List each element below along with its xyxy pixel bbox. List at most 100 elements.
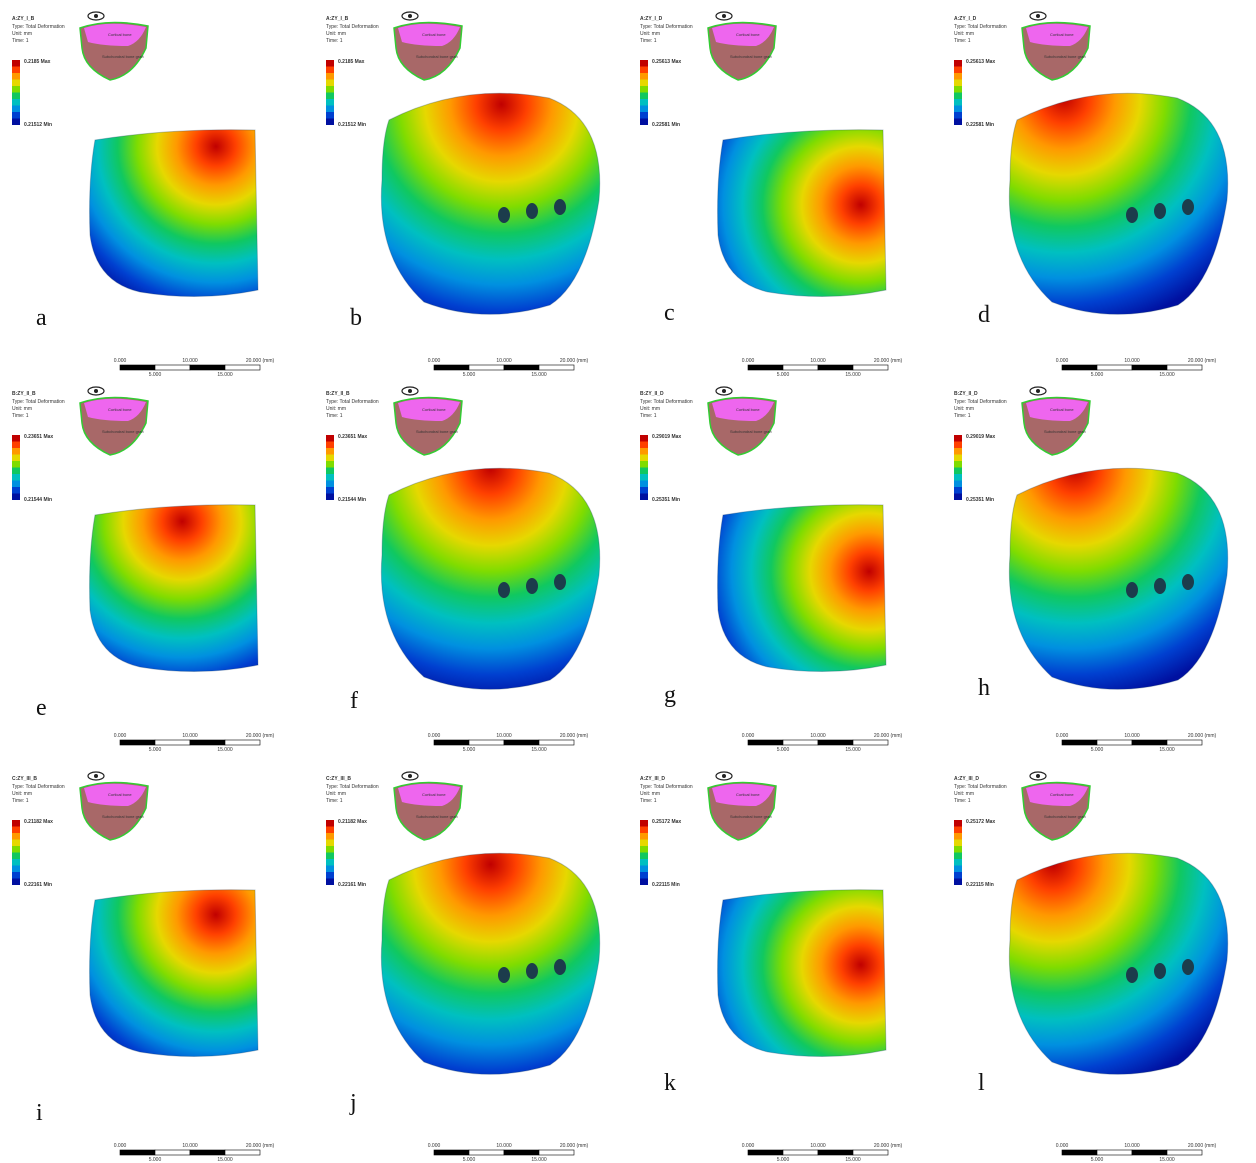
scale-seg — [818, 365, 853, 370]
icon-label: Cortical bone — [422, 792, 446, 797]
scale-seg — [120, 365, 155, 370]
eye-pupil — [1036, 14, 1040, 18]
color-bar — [640, 494, 648, 501]
legend-min: 0.22115 Min — [652, 882, 680, 888]
icon-label: Subchondral bone graft — [416, 814, 458, 819]
scale-sub: 15.000 — [845, 1157, 861, 1163]
scale-sub: 5.000 — [777, 1157, 790, 1163]
panel: A:ZY_III_DType: Total DeformationUnit: m… — [640, 772, 903, 1163]
color-bar — [12, 442, 20, 449]
legend-line: Time: 1 — [640, 798, 657, 804]
panel-letter: k — [664, 1070, 676, 1096]
color-bar — [326, 866, 334, 873]
scale-label: 20.000 (mm) — [560, 358, 589, 364]
scale-label: 20.000 (mm) — [560, 1143, 589, 1149]
scale-label: 20.000 (mm) — [1188, 733, 1217, 739]
icon-label: Cortical bone — [1050, 32, 1074, 37]
scale-bar: 0.00010.00020.000 (mm)5.00015.000 — [742, 1143, 903, 1163]
scale-sub: 5.000 — [1091, 747, 1104, 753]
legend-line: Type: Total Deformation — [640, 24, 693, 30]
panel-letter: l — [978, 1070, 985, 1096]
view-icon: Cortical boneSubchondral bone graft — [80, 772, 148, 840]
icon-label: Cortical bone — [736, 32, 760, 37]
color-bar — [326, 820, 334, 827]
color-bar — [954, 112, 962, 119]
icon-label: Subchondral bone graft — [416, 54, 458, 59]
scale-seg — [434, 740, 469, 745]
legend-min: 0.22115 Min — [966, 882, 994, 888]
legend-title: A:ZY_III_D — [640, 776, 665, 782]
scale-label: 0.000 — [1056, 733, 1069, 739]
color-bar — [326, 442, 334, 449]
color-bar — [954, 827, 962, 834]
color-bar — [326, 455, 334, 462]
legend-max: 0.23651 Max — [338, 434, 367, 440]
view-icon: Cortical boneSubchondral bone graft — [708, 12, 776, 80]
color-bar — [954, 481, 962, 488]
scale-label: 0.000 — [428, 1143, 441, 1149]
color-bar — [12, 93, 20, 100]
color-bar — [12, 866, 20, 873]
scale-seg — [1097, 365, 1132, 370]
color-bar — [954, 67, 962, 74]
color-bar — [326, 494, 334, 501]
scale-seg — [853, 365, 888, 370]
screw-hole — [1126, 207, 1138, 223]
color-bar — [12, 468, 20, 475]
legend-line: Time: 1 — [326, 413, 343, 419]
scale-bar: 0.00010.00020.000 (mm)5.00015.000 — [114, 733, 275, 753]
color-bar — [640, 435, 648, 442]
deformation-model — [381, 93, 599, 314]
scale-label: 10.000 — [1124, 733, 1140, 739]
color-bar — [954, 86, 962, 93]
legend-title: A:ZY_I_D — [640, 16, 663, 22]
color-bar — [12, 494, 20, 501]
legend-line: Type: Total Deformation — [954, 399, 1007, 405]
color-bar — [326, 827, 334, 834]
legend-line: Time: 1 — [12, 413, 29, 419]
scale-label: 20.000 (mm) — [1188, 358, 1217, 364]
color-bar — [954, 846, 962, 853]
deformation-model — [718, 505, 886, 672]
scale-seg — [155, 365, 190, 370]
legend-min: 0.21512 Min — [24, 122, 52, 128]
color-bar — [640, 846, 648, 853]
color-bar — [954, 455, 962, 462]
panel: A:ZY_I_BType: Total DeformationUnit: mmT… — [326, 12, 600, 378]
color-bar — [954, 859, 962, 866]
legend-min: 0.22161 Min — [24, 882, 52, 888]
legend-min: 0.25351 Min — [652, 497, 680, 503]
color-bar — [954, 853, 962, 860]
icon-label: Subchondral bone graft — [102, 429, 144, 434]
scale-sub: 5.000 — [463, 1157, 476, 1163]
scale-bar: 0.00010.00020.000 (mm)5.00015.000 — [428, 1143, 589, 1163]
icon-label: Subchondral bone graft — [1044, 814, 1086, 819]
view-icon: Cortical boneSubchondral bone graft — [1022, 387, 1090, 455]
color-bar — [12, 474, 20, 481]
color-bar — [12, 481, 20, 488]
legend-line: Time: 1 — [326, 38, 343, 44]
color-bar — [12, 461, 20, 468]
color-bar — [640, 827, 648, 834]
eye-pupil — [408, 389, 412, 393]
legend-max: 0.21182 Max — [338, 819, 367, 825]
color-bar — [326, 859, 334, 866]
screw-hole — [498, 207, 510, 223]
scale-seg — [1167, 740, 1202, 745]
eye-pupil — [408, 774, 412, 778]
color-bar — [640, 112, 648, 119]
color-bar — [954, 866, 962, 873]
color-bar — [326, 872, 334, 879]
color-bar — [954, 60, 962, 67]
color-bar — [640, 442, 648, 449]
scale-label: 0.000 — [114, 733, 127, 739]
scale-seg — [539, 740, 574, 745]
legend-max: 0.25172 Max — [652, 819, 681, 825]
panel: B:ZY_II_DType: Total DeformationUnit: mm… — [954, 387, 1228, 753]
scale-label: 10.000 — [810, 358, 826, 364]
color-bar — [954, 487, 962, 494]
panel-letter: d — [978, 302, 990, 328]
scale-sub: 15.000 — [1159, 1157, 1175, 1163]
